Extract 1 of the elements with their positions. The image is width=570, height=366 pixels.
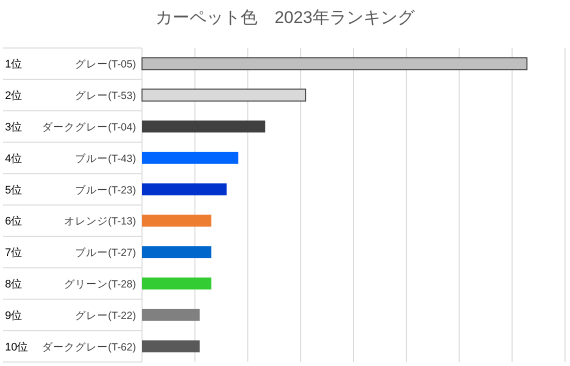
title: カーペット色 2023年ランキング (156, 8, 414, 27)
